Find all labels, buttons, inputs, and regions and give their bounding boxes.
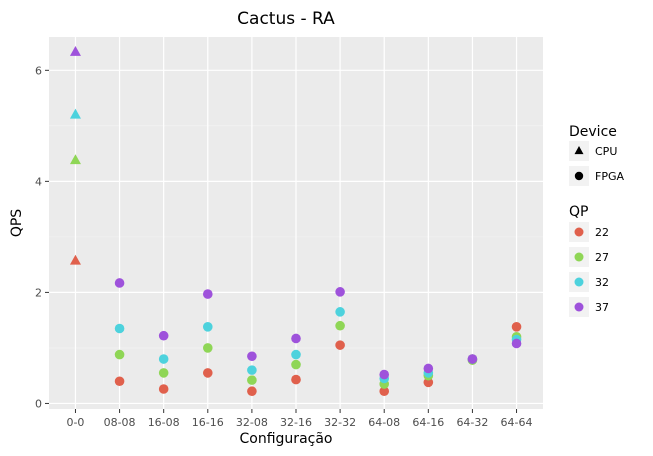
data-point-circle	[467, 354, 478, 364]
y-axis-ticks: 0 2 4 6	[35, 64, 49, 410]
x-tick-label: 16-16	[192, 416, 224, 429]
legend-qp-label: 37	[595, 301, 609, 314]
x-axis-title: Configuração	[240, 431, 333, 447]
data-point-circle	[114, 349, 125, 360]
x-tick-label: 32-32	[324, 416, 356, 429]
y-tick-label: 2	[35, 286, 42, 299]
chart-title: Cactus - RA	[237, 9, 335, 29]
legend-qp-label: 32	[595, 276, 609, 289]
legend-device-label: FPGA	[595, 170, 624, 183]
legend-color-swatch	[574, 277, 584, 287]
legend-device-title: Device	[569, 124, 617, 140]
data-point-triangle	[69, 254, 81, 265]
legend: Device CPU FPGA QP 22 27 32 37	[569, 124, 624, 317]
data-point-circle	[291, 374, 301, 385]
data-point-circle	[158, 384, 169, 394]
x-tick-label: 64-08	[368, 416, 400, 429]
data-point-circle	[114, 278, 125, 288]
data-point-circle	[291, 349, 301, 360]
legend-color-swatch	[574, 302, 584, 312]
data-point-circle	[158, 368, 169, 378]
data-point-triangle	[69, 154, 81, 165]
data-point-circle	[114, 323, 125, 334]
data-point-triangle	[69, 108, 81, 119]
y-tick-label: 4	[35, 175, 42, 188]
data-point-circle	[379, 369, 390, 380]
data-points	[69, 45, 522, 397]
data-point-circle	[423, 363, 434, 374]
data-point-circle	[202, 368, 213, 378]
data-point-circle	[202, 343, 213, 353]
x-tick-label: 16-08	[148, 416, 180, 429]
data-point-circle	[335, 307, 345, 317]
legend-qp-label: 22	[595, 226, 609, 239]
data-point-circle	[247, 386, 257, 397]
data-point-circle	[335, 320, 345, 331]
data-point-circle	[247, 351, 257, 362]
y-tick-label: 0	[35, 397, 42, 410]
x-tick-label: 32-16	[280, 416, 312, 429]
legend-color-swatch	[574, 227, 584, 237]
legend-device-entries: CPU FPGA	[569, 141, 624, 186]
data-point-circle	[247, 365, 257, 375]
legend-qp-label: 27	[595, 251, 609, 264]
legend-qp-title: QP	[569, 204, 588, 220]
x-axis-ticks: 0-0 08-08 16-08 16-16 32-08 32-16 32-32 64-08 64…	[66, 409, 533, 429]
legend-qp-entries: 22 27 32 37	[569, 222, 609, 317]
data-point-circle	[379, 386, 390, 397]
x-tick-label: 64-64	[501, 416, 533, 429]
y-tick-label: 6	[35, 64, 42, 77]
legend-color-swatch	[574, 252, 584, 262]
data-point-circle	[335, 340, 345, 350]
data-point-circle	[511, 322, 522, 332]
x-tick-label: 64-16	[412, 416, 444, 429]
data-point-circle	[291, 359, 301, 370]
data-point-circle	[158, 354, 169, 364]
data-point-circle	[335, 287, 345, 297]
x-tick-label: 08-08	[104, 416, 136, 429]
data-point-circle	[158, 330, 169, 341]
data-point-circle	[291, 333, 301, 344]
y-axis-title: QPS	[9, 209, 25, 237]
x-tick-label: 0-0	[66, 416, 84, 429]
legend-device-label: CPU	[595, 145, 617, 158]
data-point-circle	[247, 375, 257, 385]
data-point-circle	[511, 338, 522, 349]
x-tick-label: 32-08	[236, 416, 268, 429]
data-point-triangle	[69, 45, 81, 56]
data-point-circle	[202, 289, 213, 299]
data-point-circle	[202, 322, 213, 332]
data-point-circle	[423, 377, 434, 388]
legend-triangle-icon	[574, 146, 584, 155]
data-point-circle	[114, 376, 125, 387]
x-tick-label: 64-32	[456, 416, 488, 429]
legend-circle-icon	[574, 171, 584, 181]
